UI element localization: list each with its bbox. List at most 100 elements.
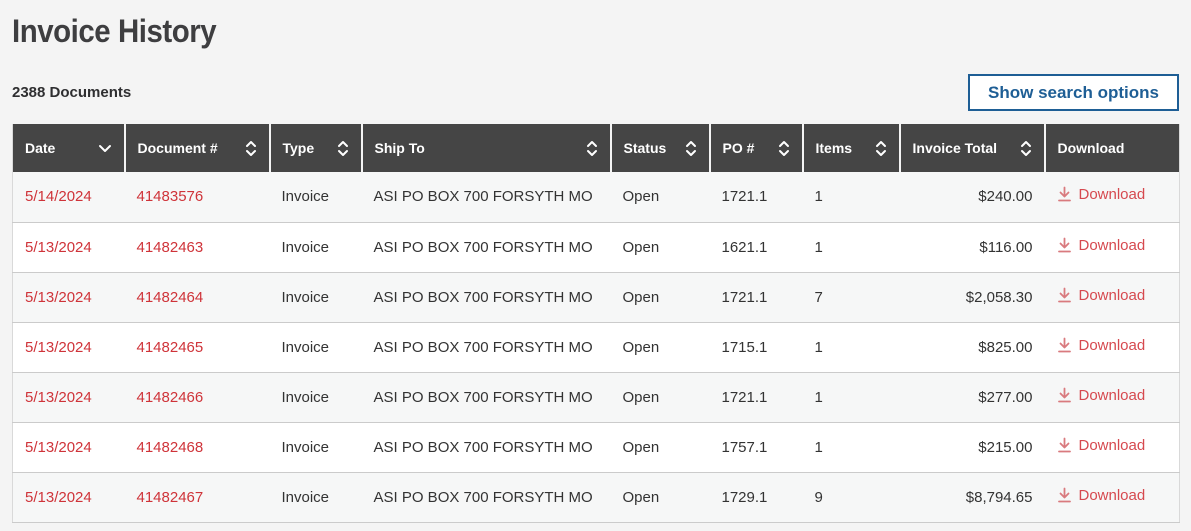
po-number-cell: 1729.1	[721, 488, 768, 506]
po-number-cell: 1621.1	[721, 238, 768, 256]
po-number-cell: 1721.1	[721, 388, 768, 406]
sort-both-icon	[337, 139, 349, 158]
items-cell: 1	[814, 188, 823, 206]
column-label: Items	[815, 140, 853, 156]
download-label: Download	[1078, 286, 1146, 304]
type-cell: Invoice	[281, 188, 330, 206]
invoice-date-link[interactable]: 5/13/2024	[25, 388, 92, 406]
document-number-link[interactable]: 41482466	[136, 388, 204, 406]
download-icon	[1057, 237, 1072, 254]
type-cell: Invoice	[281, 288, 330, 306]
download-link[interactable]: Download	[1057, 436, 1146, 454]
download-cell: Download	[1045, 322, 1180, 372]
document-number-link[interactable]: 41482464	[136, 288, 204, 306]
download-link[interactable]: Download	[1057, 336, 1146, 354]
po-number-cell: 1721.1	[721, 188, 768, 206]
invoice-total-cell: $8,794.65	[965, 488, 1033, 506]
table-row: 5/13/2024 41482467 Invoice ASI PO BOX 70…	[12, 472, 1180, 522]
document-number-link[interactable]: 41483576	[136, 188, 204, 206]
column-label: PO #	[722, 140, 755, 156]
ship-to-cell: ASI PO BOX 700 FORSYTH MO	[373, 238, 593, 256]
type-cell: Invoice	[281, 238, 330, 256]
items-cell: 7	[814, 288, 823, 306]
invoice-date-link[interactable]: 5/13/2024	[25, 288, 92, 306]
invoice-table: Date Document #	[12, 124, 1180, 523]
invoice-total-cell: $240.00	[978, 188, 1033, 206]
download-icon	[1057, 387, 1072, 404]
column-header-ship-to[interactable]: Ship To	[360, 124, 611, 172]
column-label: Document #	[137, 140, 218, 156]
status-cell: Open	[622, 438, 660, 456]
column-header-po[interactable]: PO #	[708, 124, 803, 172]
column-label: Download	[1057, 140, 1125, 156]
ship-to-cell: ASI PO BOX 700 FORSYTH MO	[373, 338, 593, 356]
download-icon	[1057, 487, 1072, 504]
column-header-items[interactable]: Items	[801, 124, 900, 172]
sort-both-icon	[875, 139, 887, 158]
show-search-options-button[interactable]: Show search options	[968, 74, 1179, 111]
table-row: 5/13/2024 41482463 Invoice ASI PO BOX 70…	[12, 222, 1180, 272]
download-link[interactable]: Download	[1057, 236, 1146, 254]
status-cell: Open	[622, 188, 660, 206]
download-cell: Download	[1045, 172, 1180, 222]
column-header-document[interactable]: Document #	[123, 124, 270, 172]
column-label: Date	[25, 140, 56, 156]
download-link[interactable]: Download	[1057, 286, 1146, 304]
po-number-cell: 1721.1	[721, 288, 768, 306]
column-header-date[interactable]: Date	[12, 124, 125, 172]
column-label: Status	[623, 140, 667, 156]
table-row: 5/13/2024 41482466 Invoice ASI PO BOX 70…	[12, 372, 1180, 422]
invoice-date-link[interactable]: 5/13/2024	[25, 338, 92, 356]
download-label: Download	[1078, 336, 1146, 354]
download-icon	[1057, 186, 1072, 203]
invoice-history-page: Invoice History 2388 Documents Show sear…	[0, 13, 1191, 523]
column-label: Type	[282, 140, 315, 156]
ship-to-cell: ASI PO BOX 700 FORSYTH MO	[373, 388, 593, 406]
documents-count: 2388 Documents	[12, 84, 132, 101]
download-label: Download	[1078, 236, 1146, 254]
download-cell: Download	[1045, 472, 1180, 522]
invoice-total-cell: $215.00	[978, 438, 1033, 456]
column-header-invoice-total[interactable]: Invoice Total	[898, 124, 1045, 172]
download-link[interactable]: Download	[1057, 486, 1146, 504]
column-label: Invoice Total	[912, 140, 998, 156]
document-number-link[interactable]: 41482463	[136, 238, 204, 256]
sort-both-icon	[685, 139, 697, 158]
column-header-download: Download	[1043, 124, 1180, 172]
invoice-total-cell: $277.00	[978, 388, 1033, 406]
column-header-type[interactable]: Type	[268, 124, 362, 172]
invoice-date-link[interactable]: 5/13/2024	[25, 238, 92, 256]
table-row: 5/13/2024 41482468 Invoice ASI PO BOX 70…	[12, 422, 1180, 472]
download-label: Download	[1078, 386, 1146, 404]
sort-both-icon	[1020, 139, 1032, 158]
invoice-date-link[interactable]: 5/14/2024	[25, 188, 92, 206]
status-cell: Open	[622, 288, 660, 306]
download-icon	[1057, 287, 1072, 304]
download-label: Download	[1078, 486, 1146, 504]
invoice-total-cell: $2,058.30	[965, 288, 1033, 306]
download-icon	[1057, 437, 1072, 454]
type-cell: Invoice	[281, 388, 330, 406]
document-number-link[interactable]: 41482468	[136, 438, 204, 456]
download-link[interactable]: Download	[1057, 386, 1146, 404]
document-number-link[interactable]: 41482465	[136, 338, 204, 356]
status-cell: Open	[622, 388, 660, 406]
column-label: Ship To	[374, 140, 425, 156]
download-cell: Download	[1045, 422, 1180, 472]
items-cell: 9	[814, 488, 823, 506]
invoice-date-link[interactable]: 5/13/2024	[25, 488, 92, 506]
document-number-link[interactable]: 41482467	[136, 488, 204, 506]
items-cell: 1	[814, 338, 823, 356]
type-cell: Invoice	[281, 338, 330, 356]
status-cell: Open	[622, 238, 660, 256]
ship-to-cell: ASI PO BOX 700 FORSYTH MO	[373, 288, 593, 306]
invoice-date-link[interactable]: 5/13/2024	[25, 438, 92, 456]
download-label: Download	[1078, 436, 1146, 454]
sort-both-icon	[245, 139, 257, 158]
download-link[interactable]: Download	[1057, 186, 1145, 203]
po-number-cell: 1715.1	[721, 338, 768, 356]
invoice-total-cell: $116.00	[979, 238, 1033, 256]
items-cell: 1	[814, 438, 823, 456]
items-cell: 1	[814, 388, 823, 406]
column-header-status[interactable]: Status	[609, 124, 710, 172]
